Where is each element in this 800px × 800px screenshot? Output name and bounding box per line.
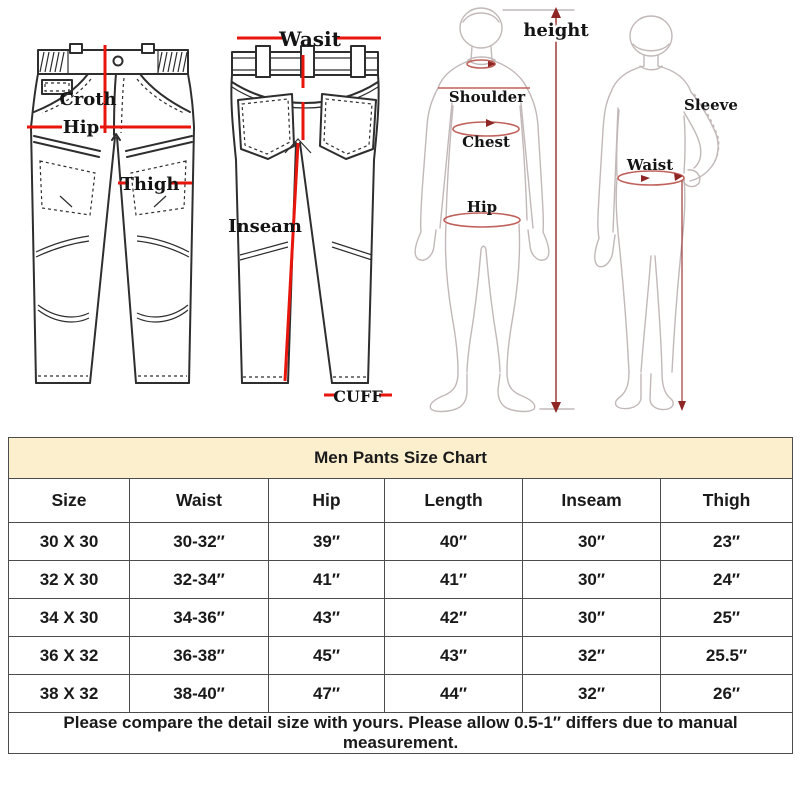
hip-cell: 43″: [268, 598, 385, 637]
front-figure-drawing: Shoulder Chest Hip: [414, 7, 550, 413]
front-pants-drawing: Croth Hip Thigh: [27, 43, 195, 384]
sleeve-measure-line: [693, 93, 720, 167]
waist-cell: 34-36″: [129, 598, 269, 637]
wasit-label: Wasit: [278, 27, 342, 51]
hip-measure-ellipse: [443, 212, 521, 228]
thigh-cell: 24″: [659, 560, 794, 599]
size-cell: 36 X 32: [8, 636, 130, 675]
size-chart-table: Men Pants Size Chart Size Waist Hip Leng…: [7, 437, 794, 754]
front-hip-label: Hip: [63, 117, 99, 138]
hip-cell: 39″: [268, 522, 385, 561]
table-row: 34 X 30 34-36″ 43″ 42″ 30″ 25″: [8, 598, 794, 637]
belt-loop: [141, 43, 155, 54]
measurement-note: Please compare the detail size with your…: [7, 712, 794, 754]
hip-cell: 47″: [268, 674, 385, 713]
table-title-row: Men Pants Size Chart: [7, 437, 794, 479]
inseam-cell: 30″: [522, 522, 661, 561]
thigh-cell: 23″: [659, 522, 794, 561]
back-figure-drawing: Sleeve Waist: [594, 15, 738, 411]
table-note-row: Please compare the detail size with your…: [7, 712, 794, 754]
inseam-cell: 30″: [522, 598, 661, 637]
size-cell: 32 X 30: [8, 560, 130, 599]
inseam-measure-line: [283, 142, 300, 382]
belt-loop: [69, 43, 83, 54]
size-cell: 38 X 32: [8, 674, 130, 713]
table-row: 36 X 32 36-38″ 45″ 43″ 32″ 25.5″: [8, 636, 794, 675]
inseam-cell: 30″: [522, 560, 661, 599]
waist-cell: 38-40″: [129, 674, 269, 713]
table-row: 38 X 32 38-40″ 47″ 44″ 32″ 26″: [8, 674, 794, 713]
length-cell: 41″: [384, 560, 523, 599]
inseam-cell: 32″: [522, 674, 661, 713]
size-cell: 30 X 30: [8, 522, 130, 561]
col-header-length: Length: [384, 478, 523, 523]
inseam-cell: 32″: [522, 636, 661, 675]
length-cell: 42″: [384, 598, 523, 637]
shoulder-label: Shoulder: [449, 88, 526, 106]
thigh-label: Thigh: [121, 174, 180, 195]
waist-label: Waist: [626, 156, 673, 174]
col-header-inseam: Inseam: [522, 478, 661, 523]
length-cell: 43″: [384, 636, 523, 675]
table-row: 32 X 30 32-34″ 41″ 41″ 30″ 24″: [8, 560, 794, 599]
figure-hip-label: Hip: [467, 198, 497, 216]
belt-loop: [350, 45, 366, 78]
waist-cell: 30-32″: [129, 522, 269, 561]
table-title: Men Pants Size Chart: [7, 437, 794, 479]
measurement-diagram: Croth Hip Thigh Wasit Inseam C: [27, 7, 738, 413]
hip-cell: 45″: [268, 636, 385, 675]
col-header-thigh: Thigh: [659, 478, 794, 523]
col-header-hip: Hip: [268, 478, 385, 523]
height-label: height: [523, 20, 589, 41]
table-header-row: Size Waist Hip Length Inseam Thigh: [8, 478, 794, 523]
thigh-cell: 25.5″: [659, 636, 794, 675]
col-header-size: Size: [8, 478, 130, 523]
length-cell: 40″: [384, 522, 523, 561]
thigh-cell: 26″: [659, 674, 794, 713]
col-header-waist: Waist: [129, 478, 269, 523]
hip-cell: 41″: [268, 560, 385, 599]
back-pants-drawing: Wasit Inseam CUFF: [228, 27, 392, 406]
waist-measure-ellipse: [617, 170, 685, 186]
chest-label: Chest: [462, 133, 510, 151]
sleeve-label: Sleeve: [684, 96, 738, 114]
waist-cell: 36-38″: [129, 636, 269, 675]
thigh-cell: 25″: [659, 598, 794, 637]
height-measure: height: [502, 7, 592, 413]
waist-button: [112, 55, 124, 67]
waist-cell: 32-34″: [129, 560, 269, 599]
size-cell: 34 X 30: [8, 598, 130, 637]
belt-loop: [255, 45, 271, 78]
length-cell: 44″: [384, 674, 523, 713]
cuff-label: CUFF: [333, 387, 383, 406]
table-row: 30 X 30 30-32″ 39″ 40″ 30″ 23″: [8, 522, 794, 561]
croth-label: Croth: [59, 89, 116, 110]
inseam-label: Inseam: [228, 216, 302, 237]
